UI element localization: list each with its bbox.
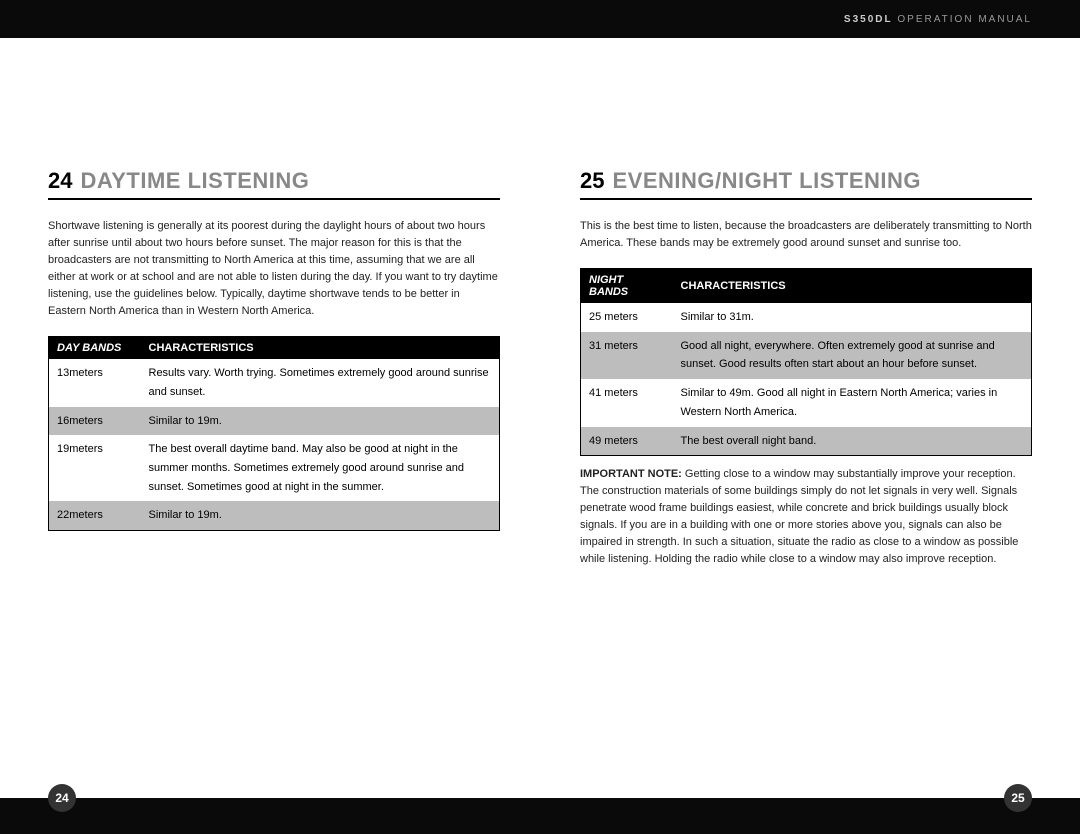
day-bands-body: 13metersResults vary. Worth trying. Some…: [49, 359, 500, 530]
night-bands-body: 25 metersSimilar to 31m.31 metersGood al…: [581, 303, 1032, 456]
table-row: 22metersSimilar to 19m.: [49, 501, 500, 530]
band-cell: 41 meters: [581, 379, 673, 426]
table-row: 16metersSimilar to 19m.: [49, 407, 500, 436]
table-row: 13metersResults vary. Worth trying. Some…: [49, 359, 500, 406]
section-title: DAYTIME LISTENING: [80, 168, 309, 194]
header-model: S350DL: [844, 14, 893, 25]
characteristics-cell: Similar to 19m.: [141, 407, 500, 436]
left-page: 24 DAYTIME LISTENING Shortwave listening…: [0, 38, 540, 798]
important-note: IMPORTANT NOTE: Getting close to a windo…: [580, 466, 1032, 568]
right-page: 25 EVENING/NIGHT LISTENING This is the b…: [540, 38, 1080, 798]
right-intro-text: This is the best time to listen, because…: [580, 218, 1032, 252]
table-header-char: CHARACTERISTICS: [141, 337, 500, 360]
band-cell: 19meters: [49, 435, 141, 501]
note-label: IMPORTANT NOTE:: [580, 468, 682, 480]
section-heading-left: 24 DAYTIME LISTENING: [48, 168, 500, 200]
characteristics-cell: Similar to 49m. Good all night in Easter…: [673, 379, 1032, 426]
table-row: 41 metersSimilar to 49m. Good all night …: [581, 379, 1032, 426]
section-heading-right: 25 EVENING/NIGHT LISTENING: [580, 168, 1032, 200]
header-bar: S350DL OPERATION MANUAL: [0, 0, 1080, 38]
band-cell: 49 meters: [581, 427, 673, 456]
page-spread: 24 DAYTIME LISTENING Shortwave listening…: [0, 38, 1080, 798]
note-body: Getting close to a window may substantia…: [580, 468, 1018, 565]
band-cell: 25 meters: [581, 303, 673, 332]
table-header-bands: DAY BANDS: [49, 337, 141, 360]
day-bands-table: DAY BANDS CHARACTERISTICS 13metersResult…: [48, 336, 500, 531]
table-header-bands: NIGHT BANDS: [581, 269, 673, 304]
footer-bar: 24 25: [0, 798, 1080, 834]
section-title: EVENING/NIGHT LISTENING: [612, 168, 921, 194]
characteristics-cell: Similar to 31m.: [673, 303, 1032, 332]
night-bands-table: NIGHT BANDS CHARACTERISTICS 25 metersSim…: [580, 268, 1032, 456]
characteristics-cell: Similar to 19m.: [141, 501, 500, 530]
section-number: 25: [580, 168, 604, 194]
characteristics-cell: The best overall daytime band. May also …: [141, 435, 500, 501]
characteristics-cell: The best overall night band.: [673, 427, 1032, 456]
section-number: 24: [48, 168, 72, 194]
header-doc-type: OPERATION MANUAL: [897, 14, 1032, 25]
header-text: S350DL OPERATION MANUAL: [844, 14, 1032, 25]
band-cell: 16meters: [49, 407, 141, 436]
band-cell: 13meters: [49, 359, 141, 406]
band-cell: 22meters: [49, 501, 141, 530]
characteristics-cell: Good all night, everywhere. Often extrem…: [673, 332, 1032, 379]
characteristics-cell: Results vary. Worth trying. Sometimes ex…: [141, 359, 500, 406]
table-row: 19metersThe best overall daytime band. M…: [49, 435, 500, 501]
table-row: 49 metersThe best overall night band.: [581, 427, 1032, 456]
table-row: 25 metersSimilar to 31m.: [581, 303, 1032, 332]
band-cell: 31 meters: [581, 332, 673, 379]
table-header-char: CHARACTERISTICS: [673, 269, 1032, 304]
table-row: 31 metersGood all night, everywhere. Oft…: [581, 332, 1032, 379]
left-intro-text: Shortwave listening is generally at its …: [48, 218, 500, 320]
